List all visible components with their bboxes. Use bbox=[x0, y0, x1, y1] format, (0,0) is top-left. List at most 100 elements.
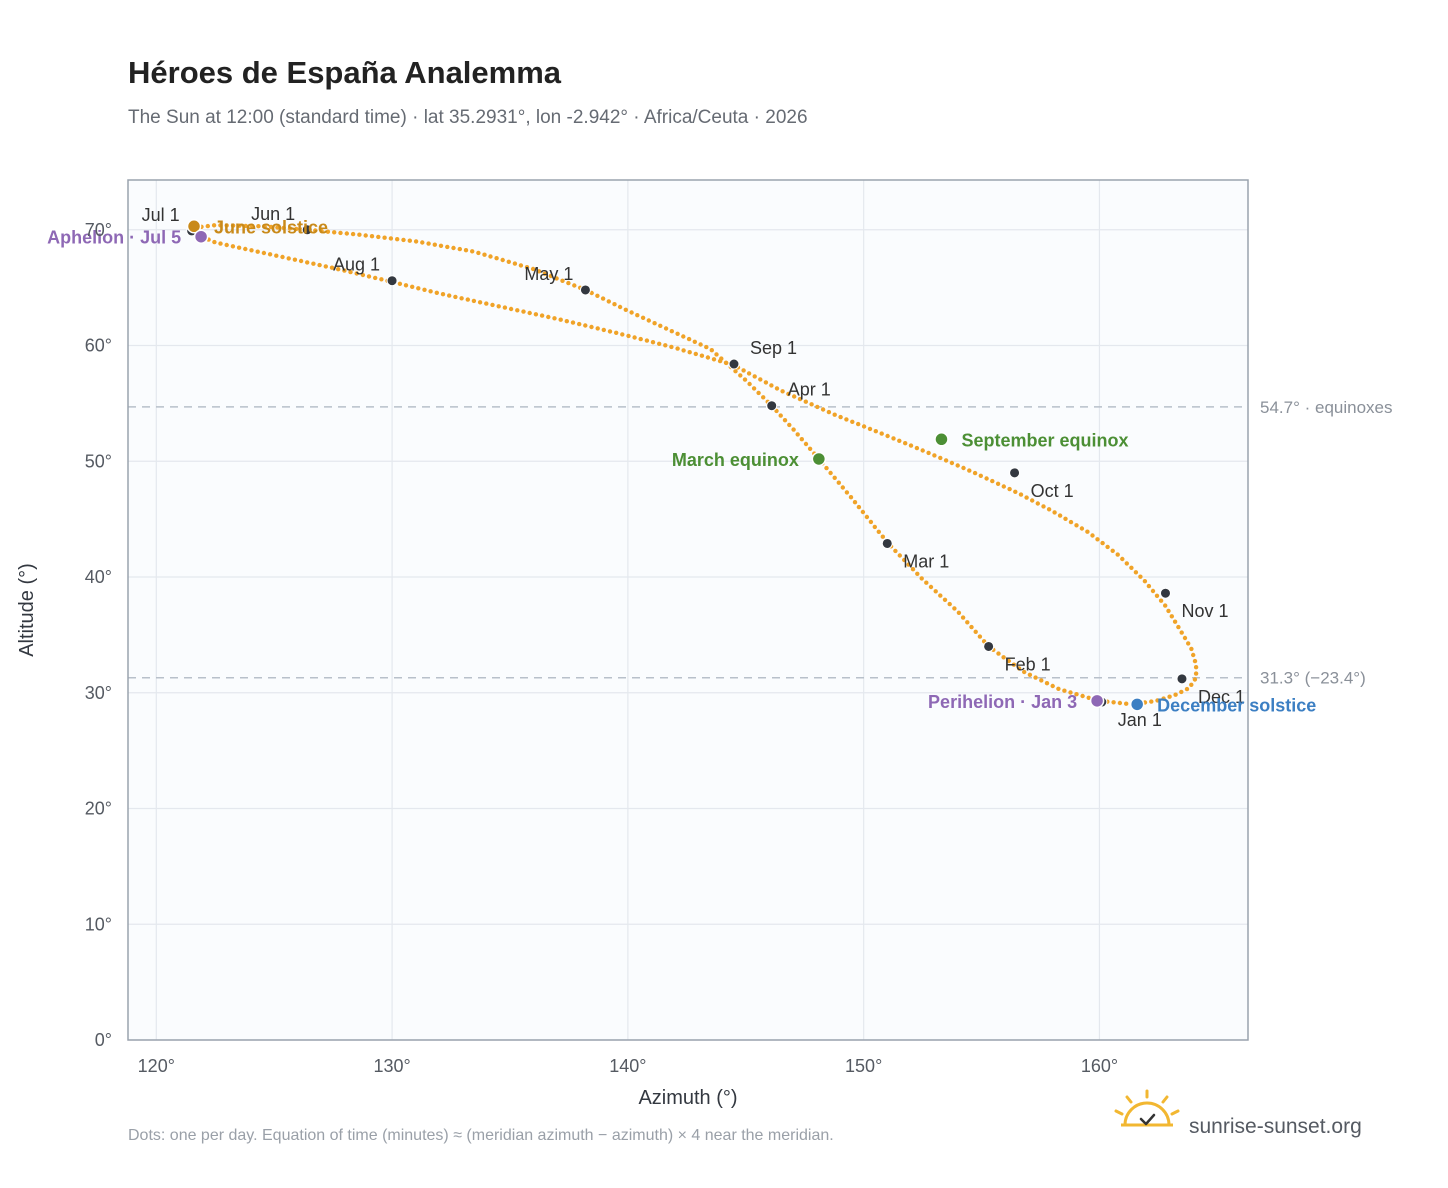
daily-sun-dot bbox=[211, 223, 217, 228]
daily-sun-dot bbox=[1006, 658, 1011, 664]
daily-sun-dot bbox=[756, 390, 761, 396]
daily-sun-dot bbox=[867, 426, 873, 432]
daily-sun-dot bbox=[761, 395, 766, 400]
daily-sun-dot bbox=[548, 273, 553, 279]
daily-sun-dot bbox=[601, 327, 606, 333]
daily-sun-dot bbox=[1018, 492, 1024, 497]
month-marker-label: Jun 1 bbox=[251, 204, 295, 224]
daily-sun-dot bbox=[891, 436, 896, 441]
daily-sun-dot bbox=[465, 297, 470, 302]
reference-lines: 54.7° · equinoxes 31.3° (−23.4°) bbox=[128, 398, 1393, 688]
daily-sun-dot bbox=[910, 567, 916, 572]
daily-sun-dot bbox=[554, 276, 559, 281]
daily-sun-dot bbox=[1111, 700, 1116, 705]
daily-sun-dot bbox=[426, 241, 431, 246]
daily-sun-dot bbox=[494, 256, 499, 261]
daily-sun-dot bbox=[860, 509, 866, 515]
daily-sun-dot bbox=[382, 235, 387, 240]
daily-sun-dot bbox=[500, 257, 505, 263]
daily-sun-dot bbox=[681, 334, 686, 339]
daily-sun-dot bbox=[1161, 696, 1166, 701]
daily-sun-dot bbox=[663, 343, 668, 348]
x-axis-ticks: 120° 130° 140° 150° 160° bbox=[138, 1056, 1118, 1076]
daily-sun-dot bbox=[675, 331, 680, 336]
daily-sun-dot bbox=[932, 453, 937, 458]
daily-sun-dot bbox=[1189, 646, 1194, 652]
y-tick-label: 70° bbox=[85, 220, 112, 240]
daily-sun-dot bbox=[471, 298, 477, 304]
daily-sun-dot bbox=[617, 304, 623, 310]
month-marker-dot bbox=[728, 358, 740, 370]
daily-sun-dot bbox=[376, 234, 381, 240]
daily-sun-dot bbox=[1011, 662, 1017, 667]
daily-sun-dot bbox=[967, 468, 972, 473]
daily-sun-dot bbox=[407, 238, 412, 243]
month-markers: Jan 1 Feb 1 Mar 1 Apr 1 May 1 Jun 1 Jul 1 Aug 1… bbox=[142, 204, 1245, 730]
daily-sun-dot bbox=[268, 224, 274, 230]
month-marker-dot bbox=[301, 224, 313, 236]
daily-sun-dot bbox=[218, 241, 223, 246]
daily-sun-dot bbox=[795, 432, 800, 437]
daily-sun-dot bbox=[864, 514, 870, 520]
daily-sun-dot bbox=[256, 224, 261, 229]
daily-sun-dot bbox=[973, 629, 978, 634]
daily-sun-dot bbox=[572, 283, 577, 288]
y-tick-label: 40° bbox=[85, 567, 112, 587]
daily-sun-dot bbox=[897, 438, 902, 443]
y-tick-label: 10° bbox=[85, 914, 112, 934]
daily-sun-dot bbox=[521, 309, 526, 314]
daily-sun-dot bbox=[872, 524, 877, 530]
daily-sun-dot bbox=[281, 225, 286, 231]
daily-sun-dot bbox=[719, 356, 724, 361]
daily-sun-dot bbox=[995, 481, 1001, 486]
event-marker-label: Aphelion · Jul 5 bbox=[47, 228, 181, 248]
daily-sun-dot bbox=[658, 323, 663, 328]
daily-sun-dot bbox=[1150, 588, 1156, 594]
daily-sun-dot bbox=[1074, 692, 1079, 697]
daily-sun-dot bbox=[751, 386, 757, 391]
daily-sun-dot bbox=[1013, 489, 1018, 494]
daily-sun-dot bbox=[861, 424, 867, 429]
event-marker-dot bbox=[934, 432, 949, 447]
daily-sun-dot bbox=[280, 254, 285, 260]
daily-sun-dot bbox=[1044, 681, 1050, 686]
daily-sun-dot bbox=[943, 458, 949, 463]
event-marker-dot bbox=[1129, 697, 1145, 712]
daily-sun-dot bbox=[612, 302, 617, 307]
daily-sun-dot bbox=[440, 292, 446, 297]
daily-sun-dot bbox=[856, 504, 862, 510]
daily-sun-dot bbox=[212, 239, 217, 245]
daily-sun-dot bbox=[482, 252, 487, 257]
daily-sun-dot bbox=[635, 313, 640, 318]
daily-sun-dot bbox=[413, 239, 419, 244]
daily-sun-dot bbox=[1056, 686, 1061, 691]
daily-sun-dot bbox=[960, 615, 966, 620]
daily-sun-dot bbox=[342, 268, 347, 273]
daily-sun-dot bbox=[230, 223, 236, 228]
daily-sun-dot bbox=[1001, 655, 1006, 660]
daily-sun-dot bbox=[606, 299, 611, 304]
daily-sun-dot bbox=[420, 240, 425, 245]
daily-sun-dot bbox=[799, 437, 804, 442]
month-marker-dot bbox=[1159, 587, 1171, 599]
daily-sun-dot bbox=[1041, 504, 1046, 509]
daily-sun-dot bbox=[305, 260, 310, 265]
daily-sun-dot bbox=[1163, 603, 1168, 608]
daily-sun-dot bbox=[1063, 516, 1068, 521]
daily-sun-dot bbox=[840, 485, 845, 490]
daily-sun-dot bbox=[820, 407, 826, 412]
daily-sun-dot bbox=[451, 245, 456, 251]
daily-sun-dot bbox=[530, 266, 536, 272]
daily-sun-dot bbox=[230, 244, 236, 249]
daily-sun-dot bbox=[363, 233, 368, 238]
daily-sun-dot bbox=[546, 314, 551, 320]
daily-sun-dot bbox=[502, 305, 508, 310]
month-marker-label: Sep 1 bbox=[750, 338, 797, 358]
daily-sun-dot bbox=[379, 277, 384, 282]
daily-sun-dot bbox=[401, 237, 406, 243]
daily-sun-dot bbox=[675, 346, 680, 351]
daily-sun-dot bbox=[733, 369, 738, 374]
daily-sun-dot bbox=[1007, 486, 1012, 492]
daily-sun-dot bbox=[1027, 672, 1033, 677]
month-marker-dot bbox=[881, 537, 893, 549]
